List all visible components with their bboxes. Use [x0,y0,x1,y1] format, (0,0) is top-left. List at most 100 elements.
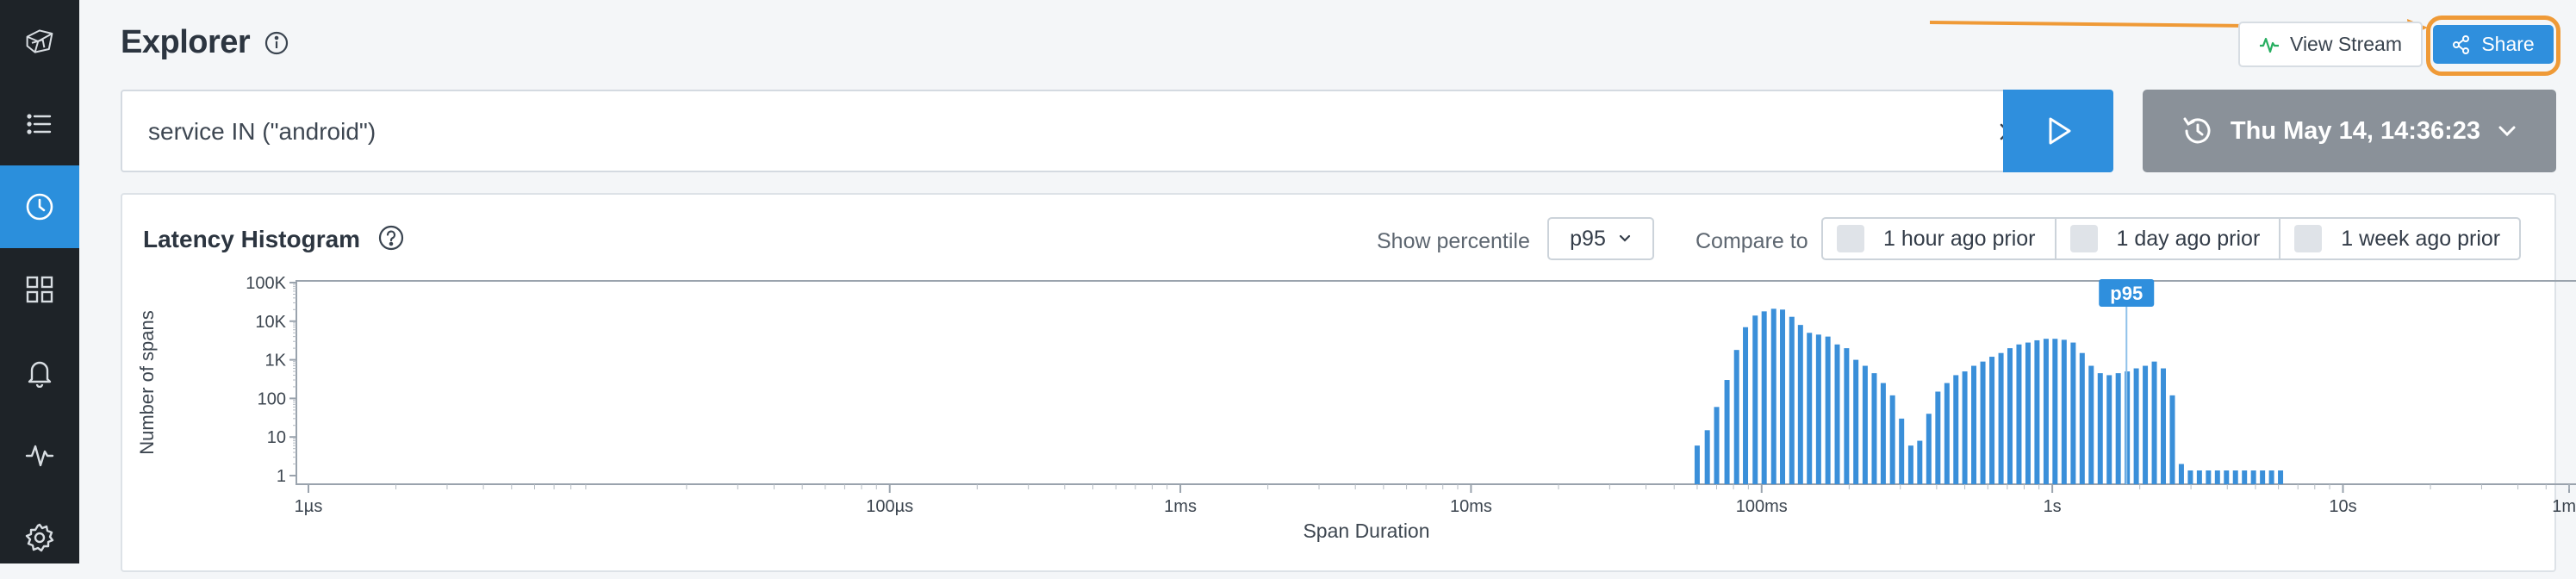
list-icon[interactable] [0,83,79,165]
histogram-bar [1989,357,1995,484]
x-axis-title: Span Duration [1303,520,1429,542]
activity-icon [2260,37,2280,53]
chevron-down-icon [2498,126,2516,137]
history-icon [2183,117,2211,144]
compare-day-option[interactable]: 1 day ago prior [2056,219,2281,258]
x-tick-label: 1ms [1164,497,1197,516]
compare-hour-option[interactable]: 1 hour ago prior [1823,219,2056,258]
view-stream-button[interactable]: View Stream [2238,22,2423,67]
histogram-bar [1825,336,1831,484]
page-title: Explorer [121,24,251,60]
histogram-bar [1789,316,1795,484]
histogram-bar [1780,309,1786,484]
histogram-bar [2034,339,2040,484]
histogram-bar [1844,348,1850,484]
histogram-bar [1971,365,1977,484]
histogram-bar [2070,342,2076,484]
y-tick-label: 100K [246,274,286,293]
histogram-bar [1953,375,1959,484]
histogram-bar [2161,368,2167,484]
x-tick-label: 1m+ [2552,497,2576,516]
query-text: service IN ("android") [148,118,376,145]
compare-options: 1 hour ago prior 1 day ago prior 1 week … [1821,217,2522,260]
histogram-bar [2052,339,2058,484]
clock-icon[interactable] [0,165,79,248]
x-tick-label: 100µs [866,497,913,516]
panel-title: Latency Histogram [143,226,361,252]
p95-marker-badge [2099,279,2155,307]
histogram-bar [1899,418,1905,484]
histogram-bar [2133,368,2139,484]
help-icon[interactable] [377,224,405,252]
histogram-bar [2115,373,2121,484]
x-ticks: 1µs 100µs 1ms 10ms 100ms 1s 10s 1m+ [295,484,2576,516]
histogram-bar [1962,371,1968,484]
view-stream-label: View Stream [2290,33,2402,55]
histogram-bar [2242,470,2248,484]
compare-week-checkbox[interactable] [2294,225,2323,252]
bell-icon[interactable] [0,331,79,414]
histogram-bar [1714,407,1720,484]
histogram-bar [2268,470,2274,484]
histogram-bar [1743,327,1749,484]
p95-marker[interactable]: p95 [2099,279,2155,484]
compare-week-label: 1 week ago prior [2341,226,2501,251]
query-input[interactable]: service IN ("android") [121,90,2047,172]
histogram-bar [2206,470,2212,484]
plot-frame [296,280,2576,485]
x-tick-label: 1µs [295,497,323,516]
gear-icon[interactable] [0,496,79,579]
histogram-bar [2061,339,2067,484]
histogram-bar [1926,414,1932,484]
grid-icon[interactable] [0,248,79,331]
sidebar [0,0,79,563]
histogram-bar [2088,365,2094,484]
y-axis-title: Number of spans [136,310,158,455]
info-icon[interactable] [264,30,289,56]
histogram-bar [1733,350,1739,484]
x-tick-label: 10s [2329,497,2356,516]
chevron-down-icon [1619,234,1630,242]
histogram-bar [2232,470,2238,484]
histogram-bar [1917,440,1923,484]
histogram-bar [2169,395,2175,484]
histogram-bar [2278,470,2284,484]
percentile-select[interactable]: p95 [1547,217,1654,260]
compare-week-option[interactable]: 1 week ago prior [2280,219,2519,258]
histogram-bar [2260,470,2266,484]
y-tick-label: 10 [267,428,286,447]
share-icon [2453,34,2470,54]
main-content: Explorer View Stream Share service IN ("… [79,0,2576,572]
y-tick-label: 10K [255,313,286,332]
y-ticks: 100K 10K 1K 100 10 1 [246,274,296,486]
show-percentile-label: Show percentile [1377,229,1530,253]
p95-marker-label: p95 [2110,283,2143,304]
histogram-bar [1770,308,1776,484]
histogram-bar [1862,365,1868,484]
histogram-bar [2196,470,2202,484]
histogram-bar [1815,334,1821,484]
histogram-bar [2079,352,2085,484]
share-label: Share [2481,33,2535,55]
histogram-bar [2224,470,2230,484]
activity-icon[interactable] [0,414,79,496]
title-row: Explorer [121,24,289,61]
time-label: Thu May 14, 14:36:23 [2230,116,2481,145]
histogram-bars [1694,308,2284,484]
compare-hour-checkbox[interactable] [1837,225,1864,252]
histogram-bar [2178,464,2184,484]
histogram-bar [1704,430,1710,484]
compare-day-checkbox[interactable] [2069,225,2098,252]
time-picker-button[interactable]: Thu May 14, 14:36:23 [2143,90,2556,172]
x-tick-label: 1s [2044,497,2062,516]
histogram-bar [2106,375,2112,484]
histogram-bar [1853,359,1859,484]
histogram-bar [2043,339,2049,484]
logo-icon[interactable] [0,0,79,83]
histogram-bar [1871,373,1877,484]
share-button[interactable]: Share [2433,25,2554,64]
run-query-button[interactable] [2003,90,2113,172]
histogram-bar [1998,352,2004,484]
histogram-bar [1694,445,1700,484]
compare-day-label: 1 day ago prior [2116,226,2261,251]
